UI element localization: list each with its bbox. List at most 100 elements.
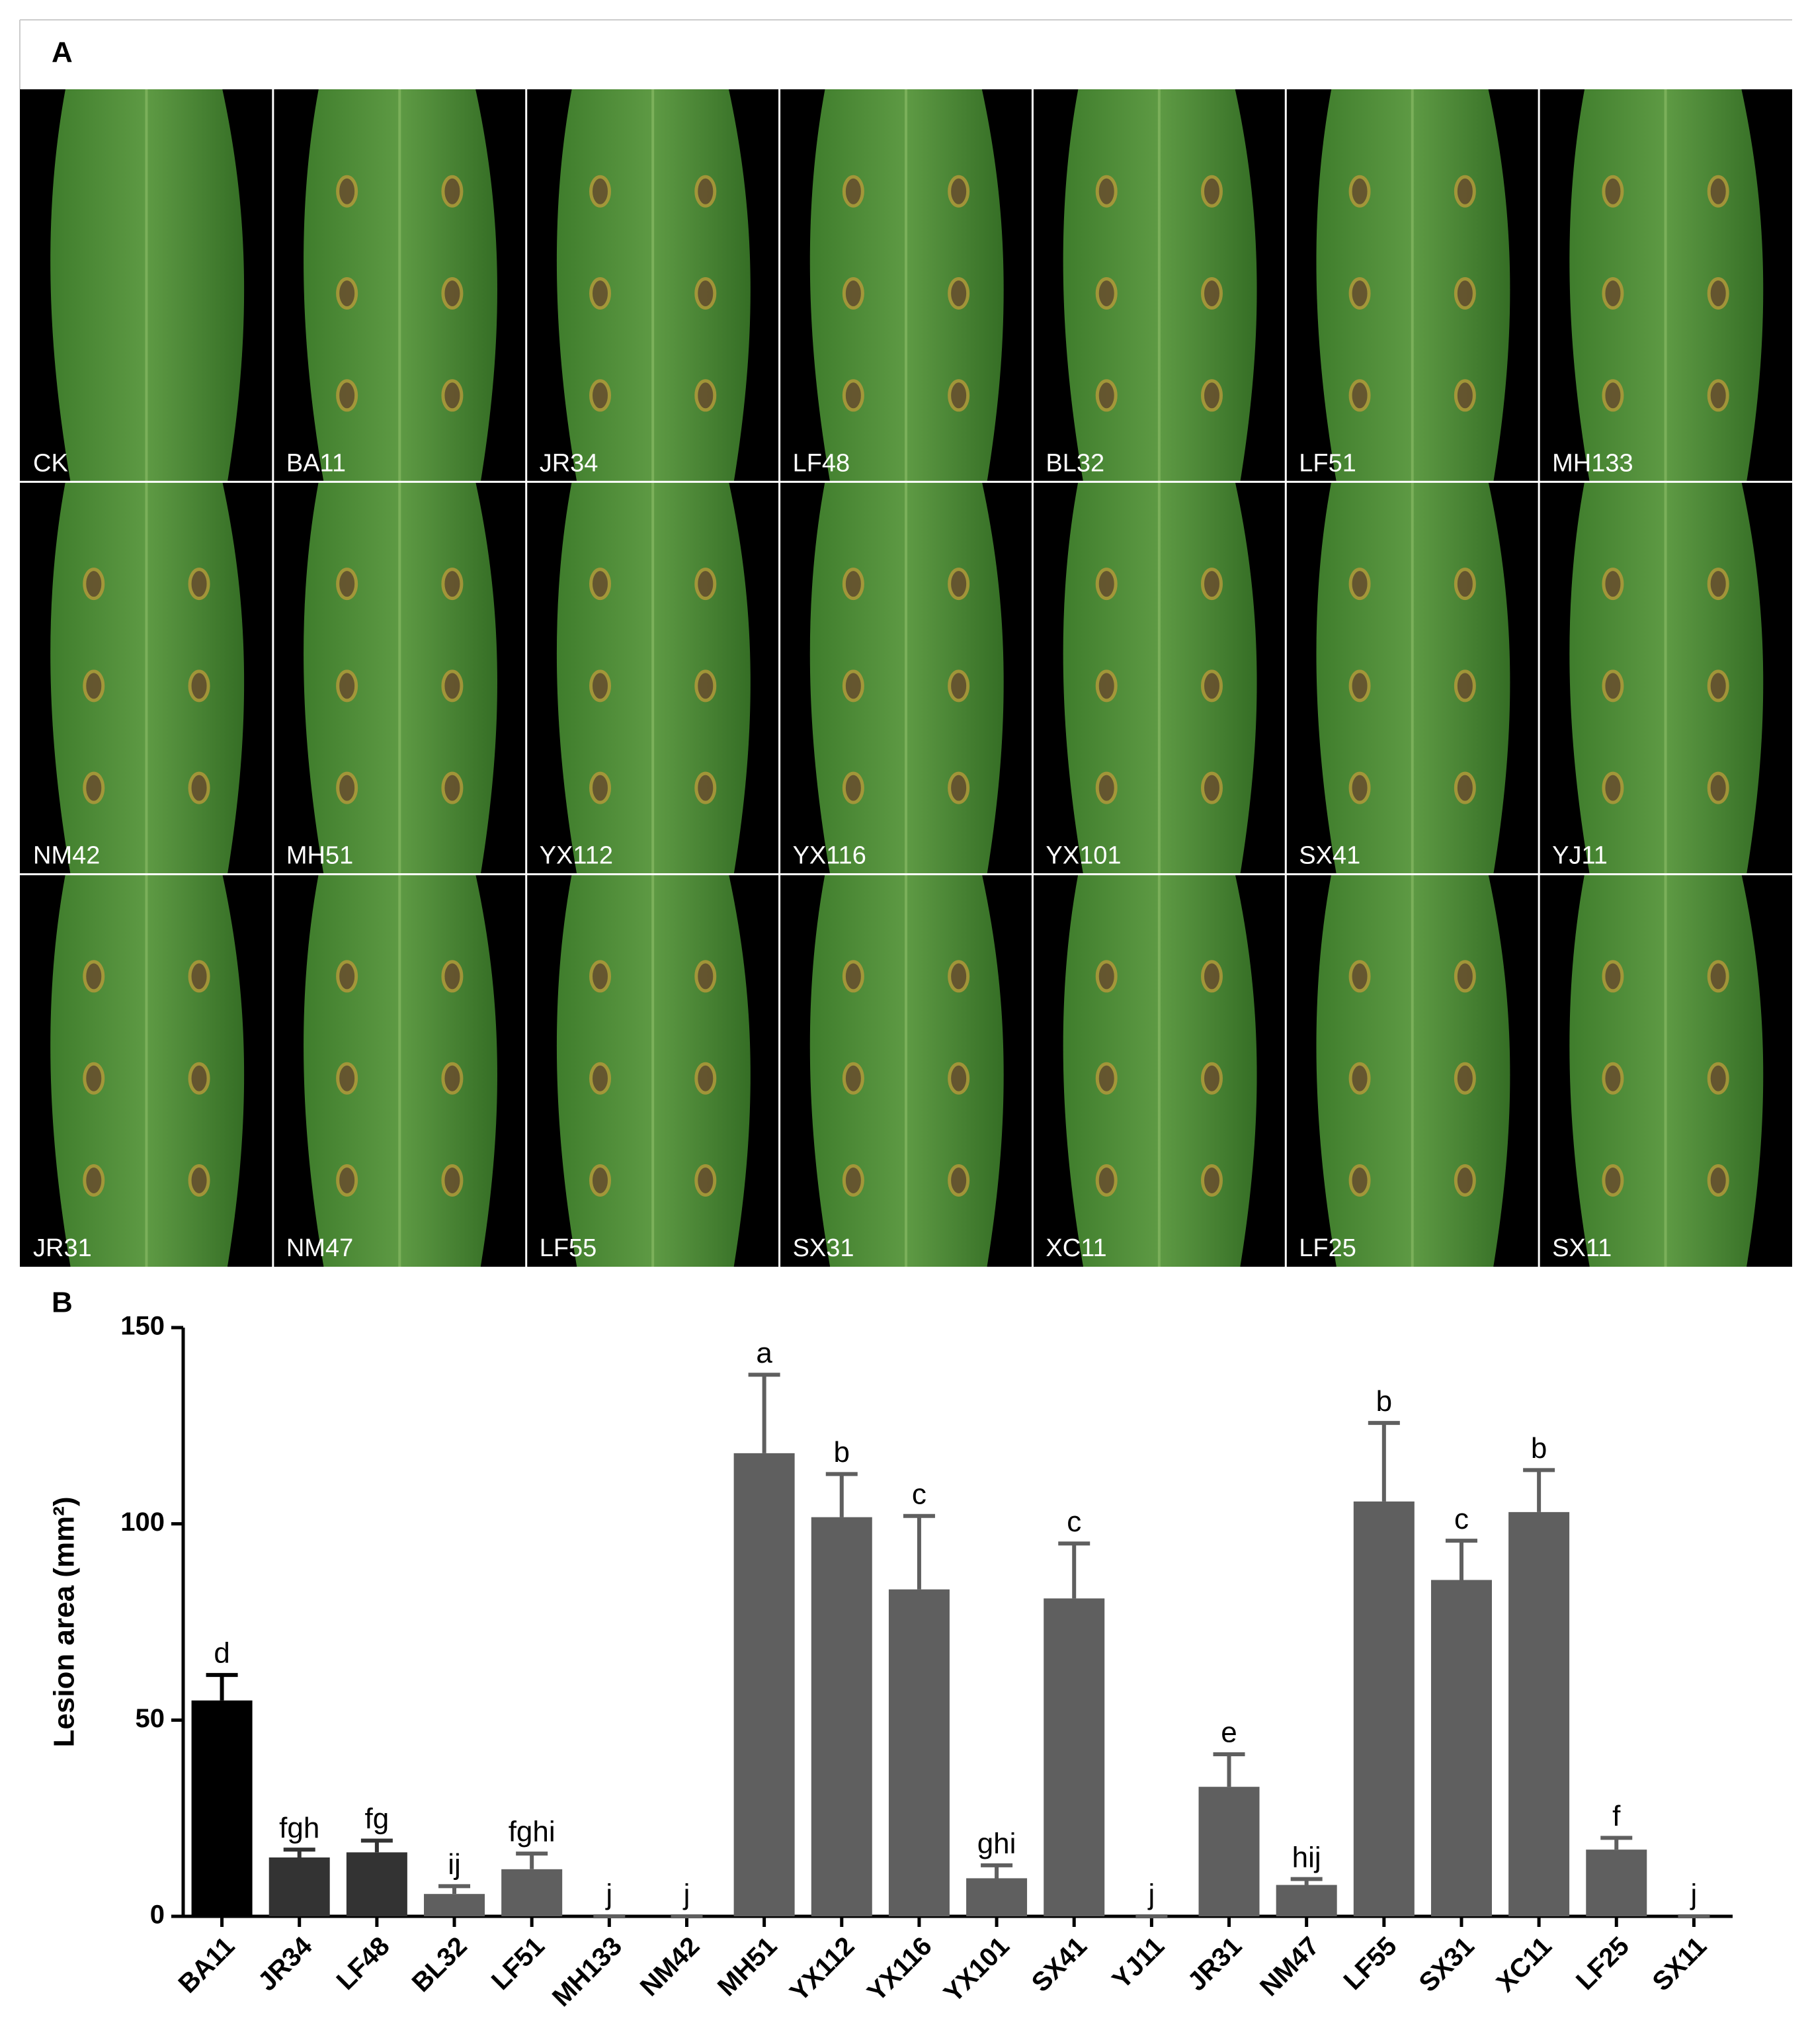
bar bbox=[191, 1700, 253, 1916]
lesion bbox=[694, 960, 717, 993]
lesion bbox=[336, 379, 358, 412]
lesion bbox=[441, 568, 464, 601]
x-tick-label: MH133 bbox=[547, 1932, 628, 2012]
lesion bbox=[83, 960, 105, 993]
lesion bbox=[589, 771, 612, 804]
x-tick-label: SX41 bbox=[1026, 1932, 1092, 1998]
error-bar bbox=[981, 1863, 1013, 1879]
sample-label: LF55 bbox=[540, 1234, 597, 1262]
significance-letter: b bbox=[1531, 1432, 1547, 1465]
lesion bbox=[441, 960, 464, 993]
lesion bbox=[1602, 379, 1624, 412]
lesion bbox=[83, 669, 105, 703]
chart: Lesion area (mm²) 0 50 100 150 BA11 d JR34 fgh LF… bbox=[48, 1312, 1733, 2012]
lesion bbox=[1454, 960, 1476, 993]
lesion bbox=[694, 1062, 717, 1095]
lesion bbox=[948, 771, 970, 804]
lesion bbox=[188, 669, 210, 703]
sample-label: MH51 bbox=[286, 842, 353, 870]
x-tick-label: BL32 bbox=[407, 1932, 473, 1998]
bar bbox=[424, 1894, 485, 1916]
error-bar bbox=[903, 1513, 935, 1590]
error-bar bbox=[438, 1884, 471, 1895]
lesion bbox=[336, 1062, 358, 1095]
lesion bbox=[1602, 960, 1624, 993]
lesion bbox=[1707, 568, 1729, 601]
bar bbox=[733, 1453, 795, 1916]
lesion bbox=[1095, 175, 1118, 208]
sample-label: LF48 bbox=[793, 449, 850, 477]
significance-letter: j bbox=[604, 1879, 612, 1911]
lesion bbox=[948, 669, 970, 703]
lesion bbox=[589, 277, 612, 310]
lesion bbox=[1602, 568, 1624, 601]
lesion bbox=[589, 1062, 612, 1095]
bar bbox=[1198, 1787, 1260, 1916]
lesion bbox=[1707, 771, 1729, 804]
lesion bbox=[1200, 669, 1223, 703]
lesion bbox=[1707, 1062, 1729, 1095]
lesion bbox=[842, 1164, 864, 1197]
bar bbox=[811, 1517, 872, 1916]
lesion bbox=[842, 669, 864, 703]
lesion bbox=[441, 277, 464, 310]
lesion bbox=[694, 771, 717, 804]
lesion bbox=[83, 1062, 105, 1095]
x-tick-label: YJ11 bbox=[1107, 1932, 1171, 1995]
lesion bbox=[1348, 568, 1371, 601]
significance-letter: e bbox=[1221, 1717, 1237, 1749]
lesion bbox=[1095, 669, 1118, 703]
bar bbox=[1276, 1885, 1337, 1916]
lesion bbox=[83, 568, 105, 601]
error-bar bbox=[1523, 1468, 1555, 1512]
bar bbox=[501, 1869, 563, 1916]
significance-letter: fgh bbox=[279, 1812, 319, 1844]
lesion bbox=[1602, 669, 1624, 703]
lesion bbox=[589, 568, 612, 601]
lesion bbox=[589, 960, 612, 993]
lesion bbox=[694, 1164, 717, 1197]
lesion bbox=[441, 771, 464, 804]
sample-label: LF25 bbox=[1299, 1234, 1356, 1262]
significance-letter: ghi bbox=[977, 1827, 1016, 1859]
error-bar bbox=[1213, 1752, 1245, 1787]
lesion bbox=[441, 175, 464, 208]
sample-label: YX116 bbox=[793, 842, 866, 870]
lesion bbox=[948, 568, 970, 601]
lesion bbox=[188, 771, 210, 804]
lesion bbox=[1348, 771, 1371, 804]
significance-letter: j bbox=[1147, 1879, 1155, 1911]
lesion bbox=[589, 669, 612, 703]
significance-letter: f bbox=[1612, 1800, 1621, 1832]
lesion bbox=[1707, 1164, 1729, 1197]
x-tick-label: YX112 bbox=[784, 1932, 860, 2007]
lesion bbox=[842, 568, 864, 601]
bar bbox=[1508, 1512, 1570, 1916]
sample-label: JR34 bbox=[540, 449, 598, 477]
lesion bbox=[1348, 1164, 1371, 1197]
lesion bbox=[1454, 277, 1476, 310]
error-bar bbox=[1445, 1539, 1477, 1580]
x-tick-label: XC11 bbox=[1491, 1932, 1557, 1998]
x-tick-label: SX11 bbox=[1647, 1932, 1713, 1997]
lesion bbox=[188, 1164, 210, 1197]
significance-letter: c bbox=[1454, 1503, 1469, 1535]
x-tick-label: LF48 bbox=[331, 1932, 395, 1996]
lesion bbox=[842, 960, 864, 993]
lesion bbox=[1602, 1062, 1624, 1095]
lesion bbox=[1602, 175, 1624, 208]
lesion bbox=[1454, 379, 1476, 412]
lesion bbox=[842, 175, 864, 208]
lesion bbox=[1454, 669, 1476, 703]
lesion bbox=[842, 277, 864, 310]
lesion bbox=[1348, 277, 1371, 310]
bar bbox=[346, 1852, 407, 1916]
x-tick-label: LF55 bbox=[1338, 1932, 1403, 1996]
sample-label: BL32 bbox=[1046, 449, 1104, 477]
error-bar bbox=[748, 1373, 780, 1453]
sample-label: CK bbox=[33, 449, 68, 477]
lesion bbox=[441, 379, 464, 412]
significance-letter: d bbox=[214, 1637, 229, 1670]
lesion bbox=[1454, 1062, 1476, 1095]
